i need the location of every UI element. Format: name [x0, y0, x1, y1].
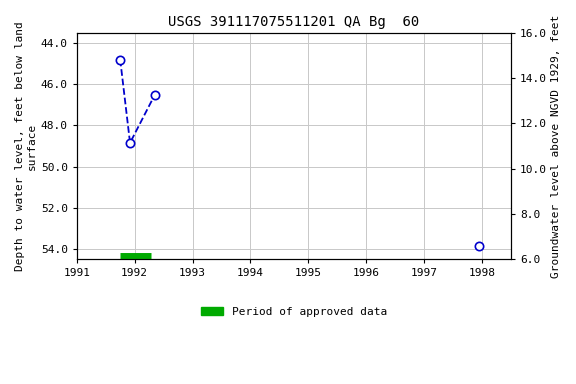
Title: USGS 391117075511201 QA Bg  60: USGS 391117075511201 QA Bg 60 [168, 15, 419, 29]
Legend: Period of approved data: Period of approved data [196, 302, 392, 321]
Y-axis label: Groundwater level above NGVD 1929, feet: Groundwater level above NGVD 1929, feet [551, 14, 561, 278]
Y-axis label: Depth to water level, feet below land
surface: Depth to water level, feet below land su… [15, 21, 37, 271]
